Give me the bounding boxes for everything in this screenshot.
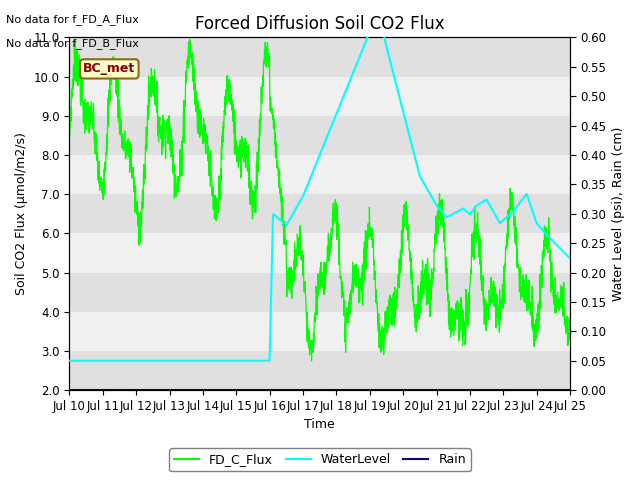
Bar [69,155,570,194]
X-axis label: Time: Time [305,419,335,432]
Bar [69,351,570,390]
Bar [69,76,570,116]
Legend: FD_C_Flux, WaterLevel, Rain: FD_C_Flux, WaterLevel, Rain [169,448,471,471]
Bar [69,273,570,312]
Bar [69,116,570,155]
Bar [69,37,570,76]
Text: No data for f_FD_A_Flux: No data for f_FD_A_Flux [6,14,140,25]
Bar [69,312,570,351]
Y-axis label: Soil CO2 Flux (μmol/m2/s): Soil CO2 Flux (μmol/m2/s) [15,132,28,295]
Text: BC_met: BC_met [83,62,136,75]
Text: No data for f_FD_B_Flux: No data for f_FD_B_Flux [6,38,140,49]
Y-axis label: Water Level (psi), Rain (cm): Water Level (psi), Rain (cm) [612,127,625,301]
Bar [69,233,570,273]
Bar [69,194,570,233]
Title: Forced Diffusion Soil CO2 Flux: Forced Diffusion Soil CO2 Flux [195,15,445,33]
